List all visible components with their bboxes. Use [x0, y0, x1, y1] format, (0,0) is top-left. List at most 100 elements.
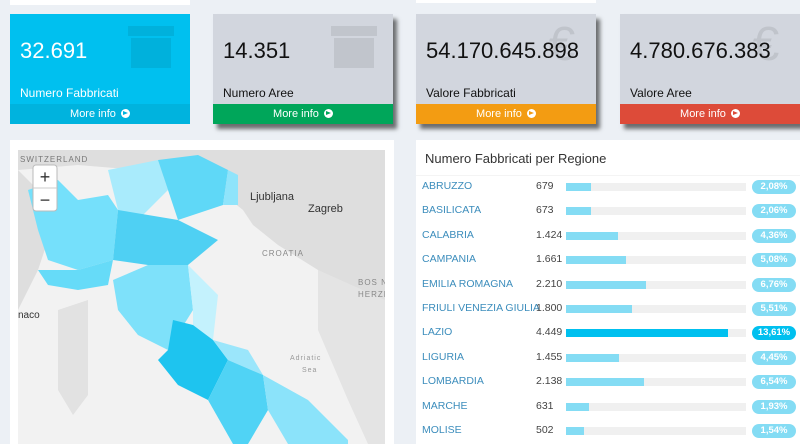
progress-bar [566, 427, 585, 435]
more-info[interactable]: More info [620, 104, 800, 124]
region-row: ABRUZZO 679 2,08% [416, 177, 800, 197]
region-name[interactable]: MARCHE [422, 399, 468, 412]
progress-track [566, 378, 746, 387]
euro-icon: € [753, 22, 780, 70]
map[interactable]: + − SWITZERLAND Ljubljana Zagreb CROATIA BOS N… [18, 150, 385, 444]
progress-track [566, 183, 746, 191]
region-row: MARCHE 631 1,93% [416, 397, 800, 417]
svg-text:€: € [549, 22, 576, 70]
progress-track [566, 329, 746, 338]
region-row: EMILIA ROMAGNA 2.210 6,76% [416, 275, 800, 295]
box-icon [331, 26, 377, 68]
region-count: 502 [536, 424, 554, 436]
progress-track [566, 231, 746, 240]
map-label: SWITZERLAND [20, 155, 88, 164]
link-text[interactable]: More info [680, 108, 726, 120]
progress-track [566, 353, 746, 362]
box-label: Numero Fabbricati [20, 86, 119, 100]
pct-badge: 1,54% [752, 424, 796, 438]
region-name[interactable]: ABRUZZO [422, 180, 473, 192]
box-value: 4.780.676.383 [630, 38, 771, 63]
map-label: Adriatic [290, 355, 321, 362]
region-row: LAZIO 4.449 13,61% [416, 323, 800, 343]
progress-bar [566, 231, 618, 240]
region-name[interactable]: BASILICATA [422, 204, 482, 217]
box-value: 14.351 [223, 38, 291, 63]
region-name[interactable]: FRIULI VENEZIA GIULIA [422, 302, 540, 314]
progress-bar [566, 305, 632, 313]
map-label: Ljubljana [250, 191, 295, 203]
region-row: LOMBARDIA 2.138 6,54% [416, 372, 800, 392]
progress-bar [566, 207, 591, 216]
more-info[interactable]: More info [416, 104, 596, 124]
progress-bar [566, 280, 647, 289]
pct-badge: 4,36% [752, 228, 796, 243]
box-value: 32.691 [20, 38, 88, 63]
region-row: CAMPANIA 1.661 5,08% [416, 250, 800, 270]
progress-bar [566, 402, 589, 411]
more-info[interactable]: More info [213, 104, 393, 124]
region-row: MOLISE 502 1,54% [416, 421, 800, 441]
top-card [416, 0, 596, 3]
top-card [10, 0, 190, 5]
pct-badge: 5,08% [752, 253, 796, 268]
map-label: Zagreb [308, 203, 343, 215]
pct-badge: 13,61% [752, 326, 796, 341]
region-count: 2.138 [536, 375, 563, 388]
region-count: 4.449 [536, 326, 563, 339]
region-count: 1.424 [536, 228, 563, 241]
more-info[interactable]: More info [10, 104, 190, 124]
pct-badge: 4,45% [752, 350, 796, 365]
region-name[interactable]: LAZIO [422, 326, 453, 339]
pct-badge: 2,06% [752, 204, 796, 219]
region-count: 673 [536, 204, 554, 217]
progress-bar [566, 256, 627, 265]
zoom-out[interactable]: − [40, 190, 51, 210]
region-panel: Numero Fabbricati per Regione ABRUZZO 679… [416, 140, 800, 444]
progress-bar [566, 183, 591, 191]
progress-track [566, 427, 746, 435]
map-label: CROATIA [262, 249, 304, 258]
info-box: 14.351 Numero Aree More info [213, 14, 393, 124]
region-row: FRIULI VENEZIA GIULIA 1.800 5,51% [416, 299, 800, 319]
pct-badge: 6,54% [752, 375, 796, 390]
progress-track [566, 305, 746, 313]
region-name[interactable]: LIGURIA [422, 350, 465, 363]
region-name[interactable]: LOMBARDIA [422, 375, 484, 388]
panel-title: Numero Fabbricati per Regione [425, 151, 607, 166]
region-name[interactable]: CAMPANIA [422, 253, 477, 266]
info-box: € 54.170.645.898 Valore Fabbricati More … [416, 14, 596, 124]
box-icon [128, 26, 174, 68]
zoom-in[interactable]: + [40, 167, 51, 187]
divider [416, 175, 800, 176]
progress-bar [566, 329, 728, 338]
euro-icon: € [549, 22, 576, 70]
progress-track [566, 280, 746, 289]
region-count: 2.210 [536, 277, 563, 290]
map-label: Sea [302, 367, 317, 374]
box-label: Valore Fabbricati [426, 86, 516, 100]
pct-badge: 1,93% [752, 399, 796, 414]
map-label: naco [18, 310, 40, 321]
link-text[interactable]: More info [273, 108, 319, 120]
map-label: HERZE [358, 290, 385, 299]
region-name[interactable]: EMILIA ROMAGNA [422, 277, 514, 290]
progress-track [566, 207, 746, 216]
map-label: BOS NI [358, 278, 385, 287]
region-count: 631 [536, 399, 554, 412]
info-box: 32.691 Numero Fabbricati More info [10, 14, 190, 124]
box-label: Valore Aree [630, 86, 692, 100]
region-name[interactable]: MOLISE [422, 424, 462, 436]
link-text[interactable]: More info [70, 108, 116, 120]
box-label: Numero Aree [223, 86, 294, 100]
pct-badge: 2,08% [752, 180, 796, 194]
region-name[interactable]: CALABRIA [422, 228, 474, 241]
pct-badge: 5,51% [752, 302, 796, 316]
link-text[interactable]: More info [476, 108, 522, 120]
region-count: 679 [536, 180, 554, 192]
svg-text:€: € [753, 22, 780, 70]
box-value: 54.170.645.898 [426, 38, 579, 63]
map-panel: + − SWITZERLAND Ljubljana Zagreb CROATIA BOS N… [10, 140, 394, 444]
progress-track [566, 402, 746, 411]
